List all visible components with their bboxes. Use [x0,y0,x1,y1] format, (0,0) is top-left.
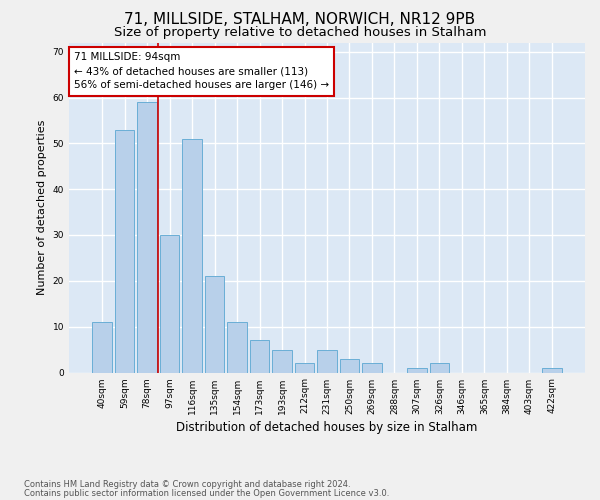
Bar [272,350,292,372]
Bar [430,364,449,372]
Bar [340,359,359,372]
Bar [205,276,224,372]
Bar [295,364,314,372]
Bar [115,130,134,372]
Bar [317,350,337,372]
Text: Contains public sector information licensed under the Open Government Licence v3: Contains public sector information licen… [24,489,389,498]
Bar [137,102,157,372]
Bar [250,340,269,372]
Text: Size of property relative to detached houses in Stalham: Size of property relative to detached ho… [114,26,486,39]
Bar [407,368,427,372]
X-axis label: Distribution of detached houses by size in Stalham: Distribution of detached houses by size … [176,420,478,434]
Bar [160,235,179,372]
Bar [227,322,247,372]
Text: 71 MILLSIDE: 94sqm
← 43% of detached houses are smaller (113)
56% of semi-detach: 71 MILLSIDE: 94sqm ← 43% of detached hou… [74,52,329,90]
Bar [542,368,562,372]
Text: 71, MILLSIDE, STALHAM, NORWICH, NR12 9PB: 71, MILLSIDE, STALHAM, NORWICH, NR12 9PB [124,12,476,28]
Bar [182,138,202,372]
Text: Contains HM Land Registry data © Crown copyright and database right 2024.: Contains HM Land Registry data © Crown c… [24,480,350,489]
Bar [92,322,112,372]
Bar [362,364,382,372]
Y-axis label: Number of detached properties: Number of detached properties [37,120,47,295]
